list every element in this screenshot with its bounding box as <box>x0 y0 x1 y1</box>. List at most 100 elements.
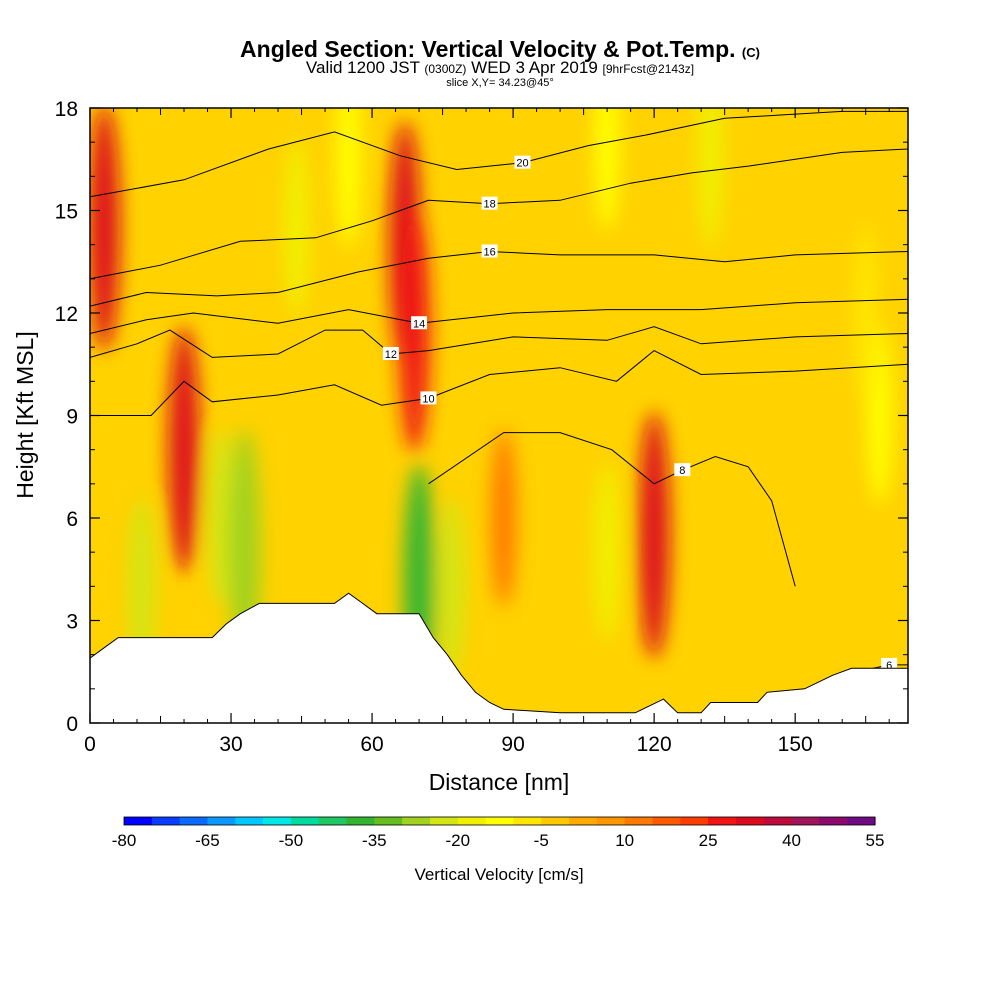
x-tick-label-90: 90 <box>501 733 524 756</box>
valid-date: WED 3 Apr 2019 <box>471 58 598 77</box>
contour-label-16: 16 <box>483 247 495 259</box>
colorbar-swatch-16 <box>569 817 598 825</box>
colorbar-swatch-22 <box>735 817 765 825</box>
slice-info: slice X,Y= 34.23@45° <box>446 77 554 89</box>
contour-label-18: 18 <box>483 199 495 211</box>
colorbar-swatch-6 <box>290 817 320 825</box>
theta-contour-16 <box>90 250 908 307</box>
colorbar-swatch-3 <box>207 817 236 825</box>
colorbar-swatch-12 <box>457 817 487 825</box>
velocity-cell-14 <box>594 108 621 231</box>
contour-label-12: 12 <box>385 349 397 361</box>
y-tick-label-0: 0 <box>66 713 78 736</box>
valid-utc: (0300Z) <box>424 62 467 76</box>
theta-contour-8 <box>428 432 796 587</box>
colorbar-frame <box>123 816 876 826</box>
velocity-cell-11 <box>638 412 671 659</box>
colorbar-swatch-5 <box>263 817 292 825</box>
contour-label-8: 8 <box>679 465 685 477</box>
colorbar-swatch-8 <box>346 817 375 825</box>
colorbar-title: Vertical Velocity [cm/s] <box>414 865 583 884</box>
field-background <box>90 108 908 723</box>
colorbar-swatch-21 <box>708 817 737 825</box>
colorbar-swatch-14 <box>513 817 542 825</box>
velocity-cell-16 <box>852 224 879 402</box>
colorbar-swatch-17 <box>596 817 626 825</box>
colorbar-swatch-2 <box>179 817 209 825</box>
colorbar-label-9: 55 <box>866 831 885 850</box>
contour-label-bg-6 <box>881 657 898 671</box>
colorbar-swatch-4 <box>235 817 264 825</box>
y-tick-label-18: 18 <box>55 98 78 121</box>
colorbar-swatch-13 <box>485 817 514 825</box>
x-tick-label-120: 120 <box>637 733 672 756</box>
x-axis-title: Distance [nm] <box>429 769 570 795</box>
velocity-cell-7 <box>283 138 310 317</box>
contour-label-bg-16 <box>481 244 498 258</box>
vertical-velocity-field <box>90 108 908 723</box>
velocity-cell-17 <box>490 429 517 607</box>
theta-contour-20 <box>90 110 908 198</box>
colorbar-label-2: -50 <box>279 831 304 850</box>
colorbar-swatch-0 <box>124 817 153 825</box>
colorbar: -80 -65 -50 -35 -20 -5 10 25 40 55 <box>112 816 885 850</box>
velocity-cell-1 <box>168 326 201 573</box>
velocity-cell-10 <box>438 497 465 676</box>
colorbar-swatch-23 <box>763 817 793 825</box>
contour-label-bg-14 <box>411 316 428 330</box>
colorbar-label-4: -20 <box>445 831 470 850</box>
y-tick-label-6: 6 <box>66 508 78 531</box>
colorbar-swatch-7 <box>318 817 348 825</box>
valid-time: Valid 1200 JST <box>305 58 420 77</box>
velocity-cell-2 <box>208 429 235 607</box>
y-axis-title: Height [Kft MSL] <box>12 331 38 498</box>
colorbar-swatch-25 <box>819 817 848 825</box>
y-tick-label-9: 9 <box>66 406 78 429</box>
colorbar-label-0: -80 <box>112 831 137 850</box>
colorbar-swatch-19 <box>652 817 681 825</box>
colorbar-label-1: -65 <box>195 831 220 850</box>
contour-label-20: 20 <box>516 158 528 170</box>
x-tick-label-150: 150 <box>778 733 813 756</box>
colorbar-label-6: 10 <box>615 831 634 850</box>
x-axis: 0 30 60 90 120 150 <box>84 108 890 756</box>
contour-label-bg-20 <box>514 155 531 169</box>
y-tick-label-12: 12 <box>55 303 78 326</box>
velocity-cell-0 <box>90 108 121 351</box>
contour-label-10: 10 <box>422 393 434 405</box>
colorbar-label-8: 40 <box>782 831 801 850</box>
colorbar-swatch-15 <box>541 817 570 825</box>
velocity-cell-4 <box>128 497 155 676</box>
contour-label-bg-10 <box>420 391 437 405</box>
colorbar-swatch-11 <box>429 817 459 825</box>
terrain-mask <box>90 592 908 723</box>
velocity-cell-13 <box>697 108 724 249</box>
contour-label-bg-18 <box>481 196 498 210</box>
chart-title-text: Angled Section: Vertical Velocity & Pot.… <box>240 36 736 62</box>
velocity-cell-8 <box>335 108 362 249</box>
y-tick-label-3: 3 <box>66 611 78 634</box>
y-axis: 0 3 6 9 12 15 18 <box>55 98 908 736</box>
x-tick-label-0: 0 <box>84 733 96 756</box>
colorbar-label-3: -35 <box>362 831 387 850</box>
colorbar-swatch-1 <box>151 817 181 825</box>
x-tick-label-30: 30 <box>219 733 242 756</box>
potential-temperature-contours: 6 8 10 12 14 16 18 20 <box>90 110 908 693</box>
colorbar-swatch-10 <box>402 817 431 825</box>
colorbar-label-7: 25 <box>699 831 718 850</box>
y-tick-label-15: 15 <box>55 201 78 224</box>
terrain <box>90 592 908 723</box>
contour-label-bg-12 <box>382 347 399 360</box>
colorbar-swatch-18 <box>624 817 654 825</box>
colorbar-swatch-20 <box>680 817 709 825</box>
x-tick-label-60: 60 <box>360 733 383 756</box>
colorbar-label-5: -5 <box>534 831 549 850</box>
chart-title-badge: (C) <box>741 45 760 60</box>
colorbar-swatch-24 <box>791 817 820 825</box>
contour-label-14: 14 <box>413 318 425 330</box>
velocity-cell-12 <box>594 463 621 641</box>
contour-label-bg-8 <box>674 463 691 477</box>
forecast-info: [9hrFcst@2143z] <box>602 62 695 76</box>
chart-title: Angled Section: Vertical Velocity & Pot.… <box>0 36 1000 63</box>
